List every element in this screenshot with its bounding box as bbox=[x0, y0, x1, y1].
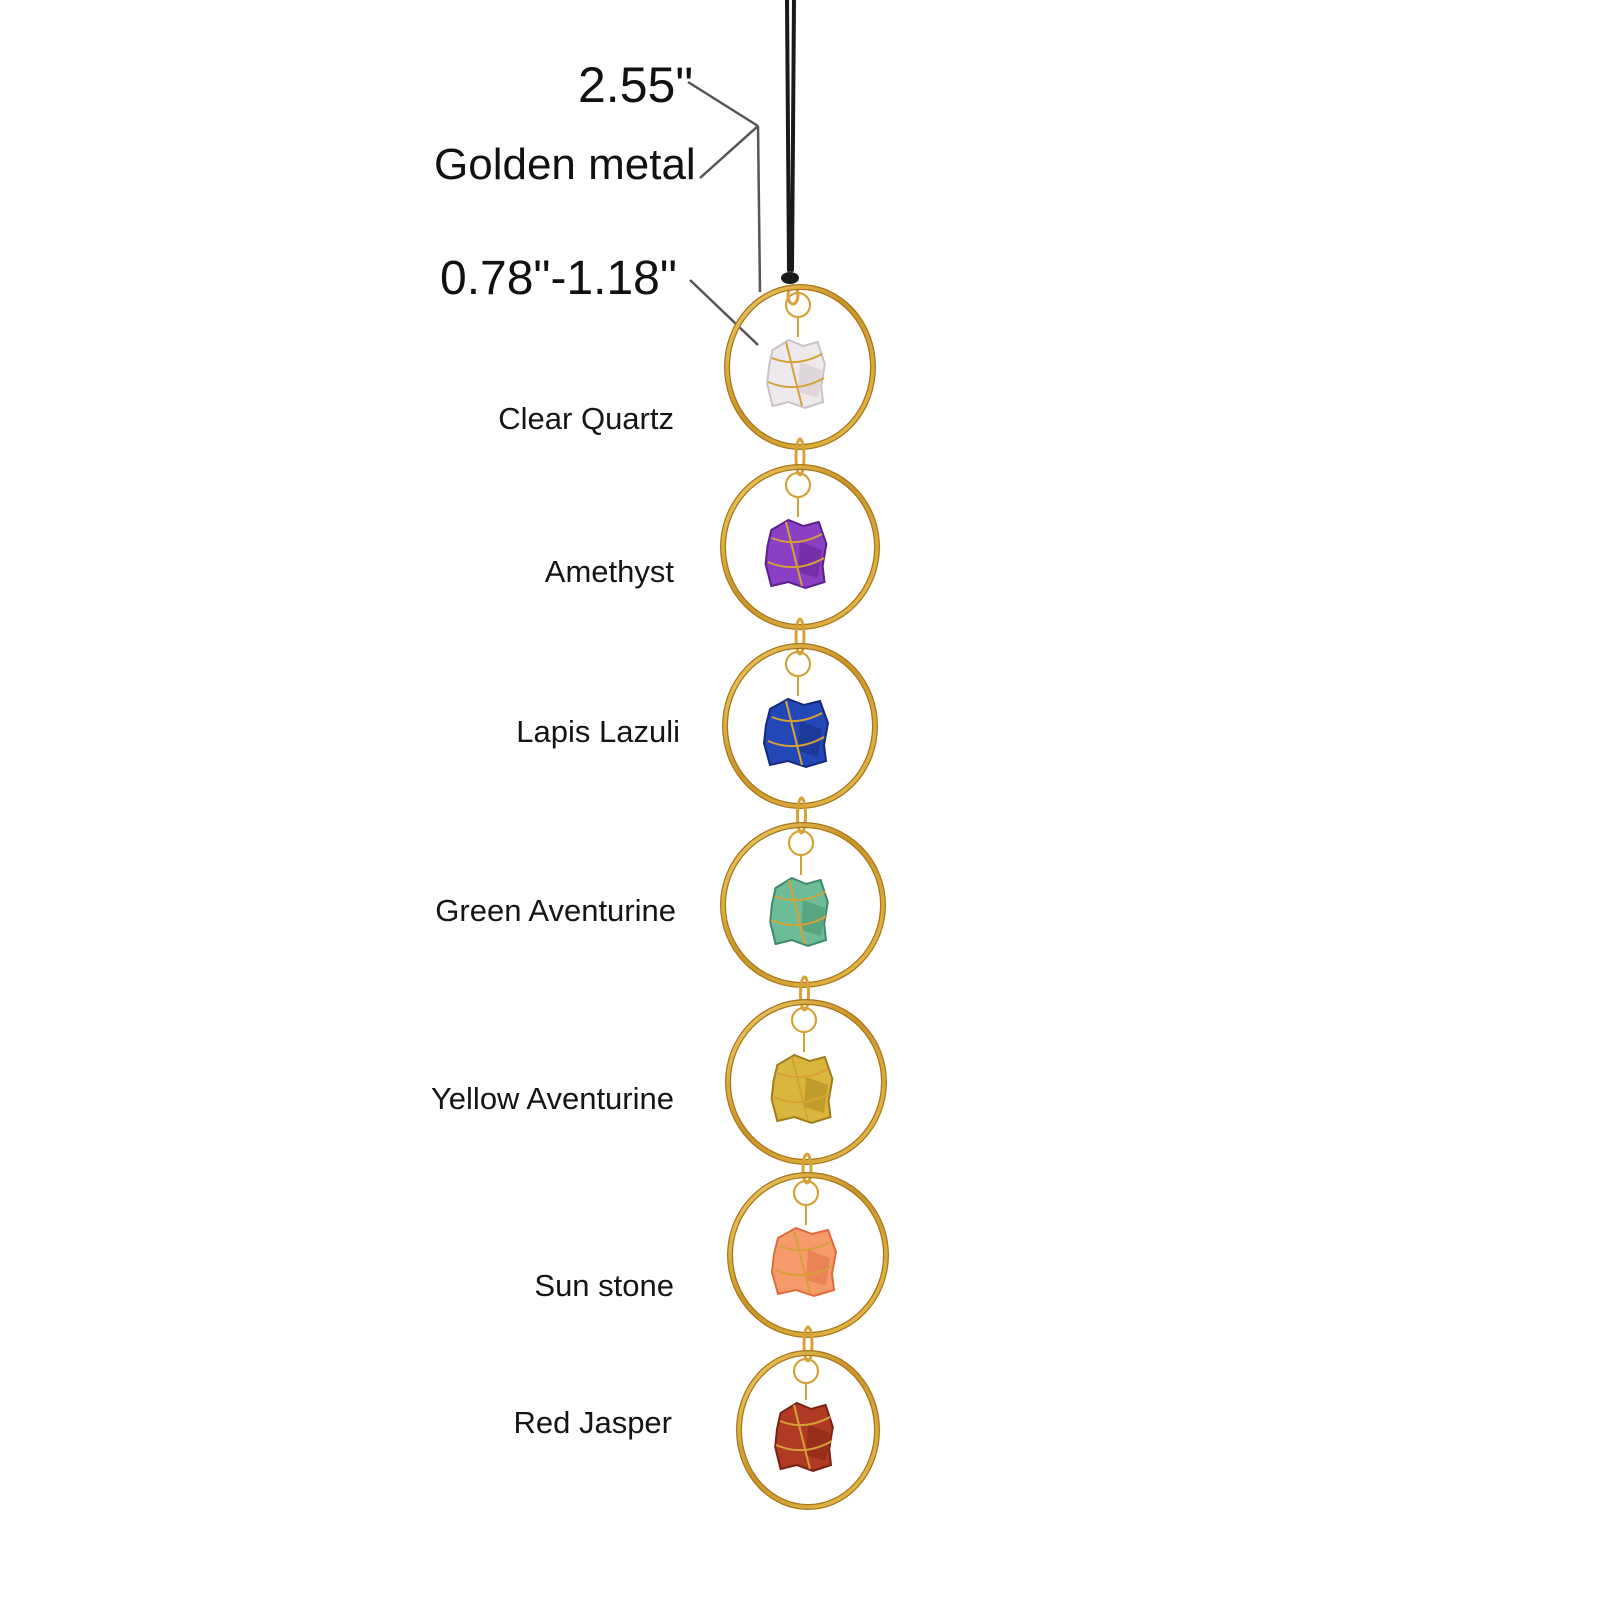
stone-sun-stone bbox=[770, 1226, 838, 1298]
gold-ring-highlight bbox=[723, 644, 877, 808]
stone-red-jasper bbox=[774, 1401, 834, 1473]
gold-ring-highlight bbox=[728, 1173, 888, 1337]
stone-facet bbox=[798, 721, 822, 757]
stone-facet bbox=[804, 1077, 828, 1113]
pendant-chain bbox=[720, 284, 889, 1510]
wire-wrap bbox=[773, 1056, 831, 1122]
stone-label-green-aventurine: Green Aventurine bbox=[435, 893, 676, 928]
chain-link bbox=[796, 796, 807, 835]
stone-facet bbox=[801, 900, 825, 936]
chain-link bbox=[794, 617, 806, 656]
cord-length-label: 2.55" bbox=[578, 57, 694, 113]
chain-link bbox=[799, 975, 810, 1012]
hanging-loop bbox=[784, 471, 812, 499]
stone-facet bbox=[798, 542, 822, 578]
hanging-loop bbox=[792, 1357, 820, 1385]
stone-facet bbox=[806, 1250, 830, 1286]
chain-link bbox=[802, 1325, 814, 1363]
gold-ring-highlight bbox=[721, 465, 879, 629]
stone-label-yellow-aventurine: Yellow Aventurine bbox=[430, 1081, 674, 1116]
chain-link bbox=[801, 1152, 813, 1185]
wire-wrap bbox=[767, 521, 825, 587]
stone-amethyst bbox=[764, 518, 828, 590]
gold-ring-highlight bbox=[725, 285, 875, 449]
stone-label-amethyst: Amethyst bbox=[544, 554, 674, 589]
gold-ring-highlight bbox=[737, 1351, 879, 1509]
annotation-leader-lines bbox=[687, 80, 762, 346]
stone-clear-quartz bbox=[766, 338, 826, 410]
wire-wrap bbox=[767, 341, 825, 407]
hanging-cord bbox=[781, 0, 799, 284]
hanging-loop bbox=[787, 829, 815, 857]
stone-label-lapis-lazuli: Lapis Lazuli bbox=[516, 714, 680, 749]
stone-label-sun-stone: Sun stone bbox=[534, 1268, 674, 1303]
hanging-loop bbox=[784, 650, 812, 678]
wire-wrap bbox=[767, 700, 825, 766]
wire-wrap bbox=[770, 879, 828, 945]
stone-facet bbox=[798, 362, 822, 398]
material-label: Golden metal bbox=[434, 140, 696, 189]
hanging-loop bbox=[790, 1006, 818, 1034]
stone-size-label: 0.78"-1.18" bbox=[440, 252, 677, 305]
hanging-loop bbox=[792, 1179, 820, 1207]
gold-ring-highlight bbox=[726, 1000, 886, 1164]
stone-label-red-jasper: Red Jasper bbox=[513, 1405, 672, 1440]
stone-facet bbox=[806, 1425, 830, 1461]
stone-yellow-aventurine bbox=[770, 1053, 834, 1125]
gold-ring-highlight bbox=[721, 823, 885, 987]
wire-wrap bbox=[775, 1229, 833, 1295]
wire-wrap bbox=[775, 1404, 833, 1470]
stone-green-aventurine bbox=[769, 876, 829, 948]
stone-label-clear-quartz: Clear Quartz bbox=[498, 401, 674, 436]
stone-lapis-lazuli bbox=[762, 697, 830, 769]
chain-link bbox=[794, 437, 806, 477]
